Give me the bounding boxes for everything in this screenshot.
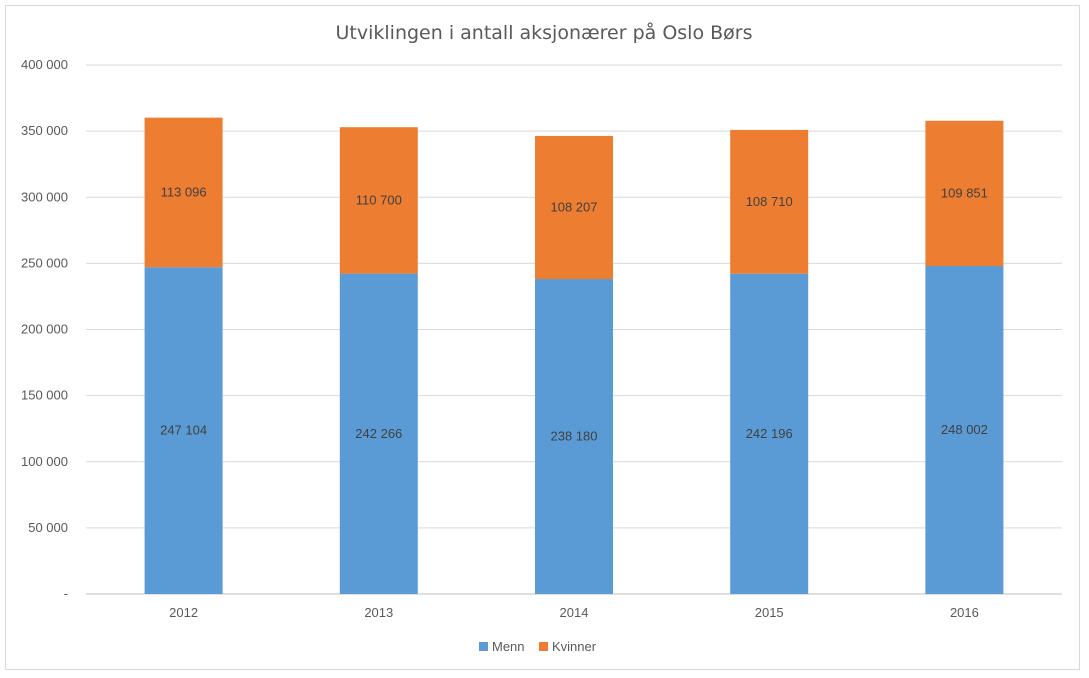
y-tick-label: 250 000 (21, 255, 68, 270)
bar-menn-2015 (730, 273, 809, 594)
x-tick-label: 2013 (364, 605, 393, 620)
x-tick-label: 2012 (169, 605, 198, 620)
x-axis: 2012 2013 2014 2015 2016 (169, 605, 979, 620)
bar-kvinner-2012 (144, 117, 223, 268)
chart-title: Utviklingen i antall aksjonærer på Oslo … (336, 21, 753, 44)
y-tick-label: 100 000 (21, 454, 68, 469)
y-tick-label: 150 000 (21, 388, 68, 403)
x-tick-label: 2016 (950, 605, 979, 620)
data-label-menn-2016: 248 002 (941, 422, 988, 437)
bar-kvinner-2014 (535, 135, 613, 280)
y-tick-label: - (64, 586, 68, 601)
y-axis: - 50 000 100 000 150 000 200 000 250 000 300 0… (21, 57, 68, 601)
legend-label-kvinner: Kvinner (552, 639, 597, 654)
data-labels: 247 104 113 096 242 266 110 700 238 180 108 2… (160, 184, 988, 443)
data-label-menn-2014: 238 180 (551, 429, 598, 444)
y-tick-label: 200 000 (21, 322, 68, 337)
bar-kvinner-2016 (925, 120, 1004, 267)
bar-menn-2014 (535, 279, 613, 594)
y-tick-label: 50 000 (28, 520, 68, 535)
x-tick-label: 2015 (755, 605, 784, 620)
bar-menn-2016 (925, 266, 1004, 594)
bar-menn-2012 (144, 267, 223, 594)
y-tick-label: 300 000 (21, 189, 68, 204)
bar-kvinner-2015 (730, 129, 809, 274)
legend: Menn Kvinner (479, 639, 597, 654)
bar-kvinner-2013 (339, 127, 418, 274)
bar-menn-2013 (339, 273, 418, 594)
data-label-kvinner-2012: 113 096 (161, 184, 207, 199)
legend-swatch-menn (479, 642, 488, 651)
x-tick-label: 2014 (560, 605, 589, 620)
data-label-menn-2015: 242 196 (746, 426, 793, 441)
data-label-kvinner-2013: 110 700 (356, 192, 402, 207)
data-label-kvinner-2016: 109 851 (941, 185, 988, 200)
legend-label-menn: Menn (492, 639, 525, 654)
y-tick-label: 350 000 (21, 123, 68, 138)
data-label-menn-2013: 242 266 (355, 426, 402, 441)
data-label-kvinner-2014: 108 207 (551, 199, 598, 214)
data-label-kvinner-2015: 108 710 (746, 194, 793, 209)
bars (144, 117, 1004, 594)
data-label-menn-2012: 247 104 (160, 423, 207, 438)
y-tick-label: 400 000 (21, 57, 68, 72)
legend-swatch-kvinner (539, 642, 548, 651)
